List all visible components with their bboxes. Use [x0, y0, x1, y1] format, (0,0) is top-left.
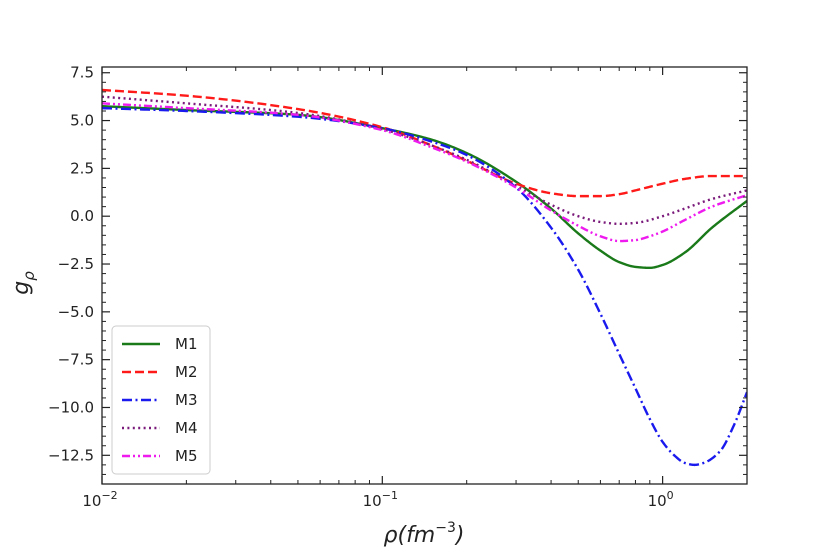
y-tick-label: −12.5	[48, 446, 94, 464]
y-axis-label: gρ	[9, 271, 38, 295]
y-tick-label: 0.0	[70, 207, 94, 225]
legend-label-m2: M2	[175, 363, 198, 381]
legend: M1 M2 M3 M4 M5	[111, 325, 211, 475]
series-line-m4	[102, 95, 747, 226]
y-tick-label: 2.5	[70, 159, 94, 177]
y-tick-label: 7.5	[70, 64, 94, 82]
legend-label-m5: M5	[175, 447, 198, 465]
legend-label-m4: M4	[175, 419, 198, 437]
y-tick-label: −10.0	[48, 398, 94, 416]
y-tick-label: 5.0	[70, 112, 94, 130]
y-tick-label: −5.0	[58, 303, 94, 321]
series-line-m5	[102, 102, 747, 243]
legend-label-m3: M3	[175, 391, 198, 409]
y-tick-label: −7.5	[58, 351, 94, 369]
y-tick-label: −2.5	[58, 255, 94, 273]
x-tick-label: 10−1	[363, 489, 398, 510]
series-line-m2	[102, 88, 747, 198]
ticks-layer	[101, 67, 748, 485]
x-tick-label: 10−2	[82, 489, 117, 510]
x-tick-label: 100	[648, 489, 674, 510]
plot-frame	[101, 66, 748, 485]
legend-box	[111, 325, 211, 475]
x-axis-label: ρ(fm−3)	[384, 520, 465, 548]
series-layer	[102, 88, 747, 467]
legend-label-m1: M1	[175, 335, 198, 353]
